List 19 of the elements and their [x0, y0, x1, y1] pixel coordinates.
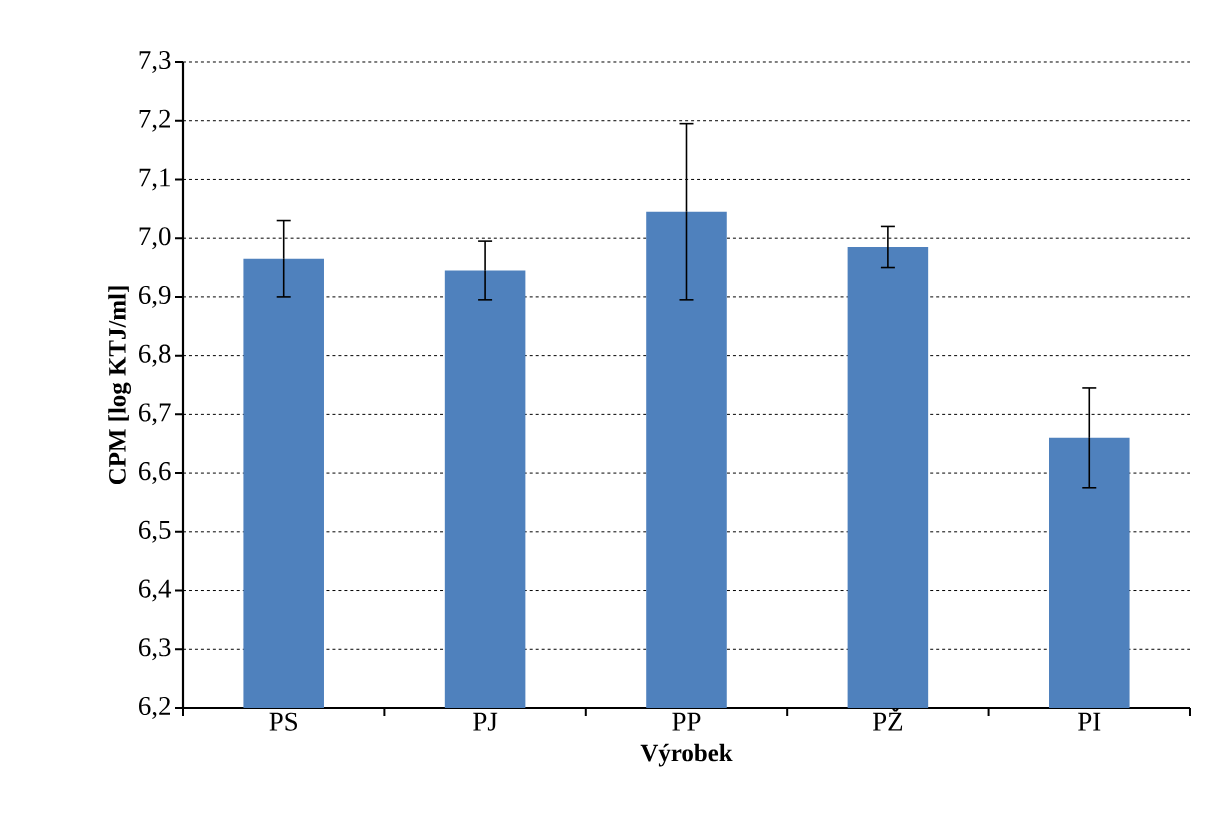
- y-axis-title: CPM [log KTJ/ml]: [108, 286, 132, 485]
- y-tick-label: 6,2: [139, 697, 170, 719]
- y-tick-label: 6,5: [139, 520, 171, 543]
- x-tick-label: PP: [672, 712, 701, 731]
- x-tick-label: PŽ: [872, 707, 903, 731]
- y-tick-label: 6,3: [139, 638, 171, 661]
- y-tick-label: 6,6: [139, 462, 171, 485]
- y-tick-label: 7,2: [139, 109, 170, 132]
- y-tick-label: 6,4: [139, 579, 172, 602]
- y-tick-label: 6,8: [139, 344, 171, 367]
- x-axis-title: Výrobek: [640, 743, 733, 767]
- x-tick-label: PI: [1078, 712, 1101, 731]
- y-tick-label: 7,0: [139, 227, 171, 250]
- x-tick-label: PJ: [473, 712, 498, 731]
- y-tick-label: 7,1: [139, 168, 170, 191]
- y-tick-label: 6,9: [139, 285, 171, 308]
- y-tick-label: 7,3: [139, 51, 171, 73]
- y-tick-label: 6,7: [139, 403, 171, 426]
- x-tick-label: PS: [269, 712, 297, 731]
